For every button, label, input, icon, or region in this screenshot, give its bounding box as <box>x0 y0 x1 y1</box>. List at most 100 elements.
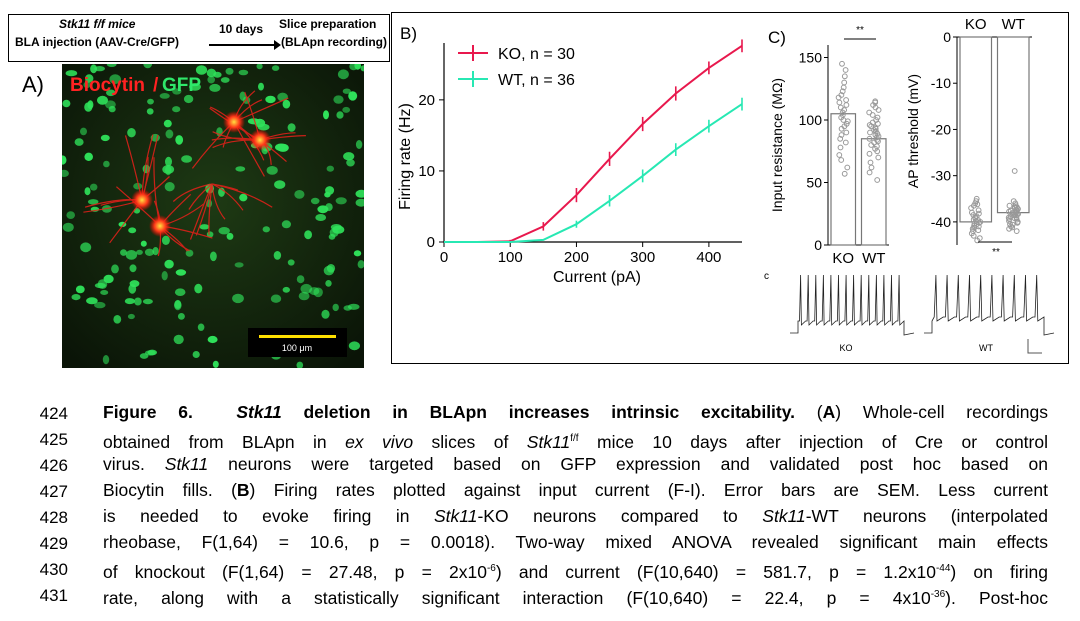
gfp-cell <box>100 290 109 295</box>
gfp-cell <box>323 110 329 120</box>
gfp-cell <box>111 264 119 274</box>
gfp-cell <box>225 67 234 75</box>
scale-bar-label: 100 μm <box>282 343 312 353</box>
gfp-cell <box>239 91 246 101</box>
gfp-cell <box>90 183 98 191</box>
data-point <box>843 97 850 103</box>
y-tick-label: 0 <box>814 237 822 253</box>
gfp-cell <box>348 91 358 101</box>
dendrite <box>172 183 213 202</box>
gfp-cell <box>75 285 85 294</box>
gfp-cell <box>127 128 136 138</box>
gfp-cell <box>270 294 282 303</box>
data-point <box>838 132 845 138</box>
data-point <box>866 150 873 157</box>
dendrite <box>188 183 213 210</box>
data-point <box>970 228 976 235</box>
gfp-cell <box>94 301 106 309</box>
gfp-cell <box>360 65 364 72</box>
y-tick-label: 100 <box>799 112 823 128</box>
data-point <box>838 157 845 163</box>
schematic-arrow <box>209 40 281 50</box>
gfp-cell <box>90 64 98 74</box>
gfp-cell <box>273 251 282 260</box>
y-tick-label: 10 <box>418 163 435 180</box>
gene-name: Stk11 <box>236 402 282 422</box>
figure-title: deletion in BLApn increases intrinsic ex… <box>281 402 796 422</box>
gfp-cell <box>262 226 270 233</box>
gfp-cell <box>161 235 170 245</box>
gfp-cell <box>97 279 108 289</box>
panel-a-label: A) <box>22 72 44 97</box>
panels-b-c-drawing: B) 0 100 200 300 400 0 10 20 Current (pA) Firing … <box>397 16 1055 354</box>
data-point <box>1006 202 1013 209</box>
gfp-cell <box>192 351 200 358</box>
dendrite <box>208 183 213 235</box>
data-point <box>973 195 980 202</box>
x-tick-label: 100 <box>498 249 523 266</box>
gfp-cell <box>87 100 94 110</box>
line-number: 425 <box>39 430 68 449</box>
x-tick-label: 300 <box>630 249 655 266</box>
y-axis-label: AP threshold (mV) <box>905 74 921 188</box>
y-tick-label: -30 <box>931 168 951 184</box>
data-point <box>1013 228 1020 235</box>
gfp-cell <box>310 197 320 205</box>
data-point <box>975 207 982 214</box>
data-point <box>866 135 873 142</box>
line-number: 427 <box>39 482 68 501</box>
data-point <box>975 217 981 223</box>
dendrite <box>195 183 213 236</box>
gfp-cell <box>174 300 182 311</box>
sig-stars: ** <box>856 25 864 36</box>
x-tick-label: 0 <box>440 249 448 266</box>
data-point <box>867 159 874 166</box>
data-point <box>1009 221 1016 228</box>
category-label: WT <box>1002 16 1025 33</box>
gfp-cell <box>323 265 335 276</box>
gfp-cell <box>124 298 135 305</box>
gfp-cell <box>266 166 278 175</box>
gfp-cell <box>257 123 270 131</box>
gfp-cell <box>84 152 93 161</box>
micrograph-title-slash: / <box>153 75 159 96</box>
gfp-cell <box>105 100 116 109</box>
trace-wt-label: WT <box>979 343 993 353</box>
line-number: 430 <box>39 560 68 579</box>
gfp-cell <box>275 143 287 151</box>
gfp-cell <box>62 222 74 232</box>
data-point <box>973 198 980 205</box>
data-point <box>839 112 846 118</box>
data-point <box>842 67 849 73</box>
data-point <box>844 164 851 171</box>
gfp-cell <box>106 89 116 97</box>
gfp-cell <box>349 64 358 71</box>
gfp-cell <box>324 191 331 198</box>
y-axis-label: Firing rate (Hz) <box>397 103 414 210</box>
data-point <box>837 104 844 111</box>
gfp-cell <box>100 134 110 142</box>
gfp-cell <box>239 193 248 202</box>
gfp-cell <box>134 297 142 306</box>
gfp-cell <box>152 247 159 256</box>
gfp-cell <box>343 152 355 161</box>
gfp-cell <box>194 283 203 294</box>
gfp-cell <box>210 251 217 262</box>
gfp-cell <box>66 211 75 220</box>
dendrite <box>189 183 213 240</box>
schematic-mice-label: Stk11 f/f mice <box>59 17 136 31</box>
figure-number: Figure 6. <box>103 402 193 422</box>
gfp-cell <box>71 294 81 301</box>
line-number: 431 <box>39 586 68 605</box>
series-line <box>444 103 743 243</box>
gfp-cell <box>357 260 364 269</box>
gfp-cell <box>348 341 360 351</box>
caption-line-6: rheobase, F(1,64) = 10.6, p = 0.0018). T… <box>103 532 1048 552</box>
data-point <box>1009 210 1016 217</box>
data-point <box>875 154 882 161</box>
gfp-cell <box>164 259 174 269</box>
gfp-cell <box>136 249 143 255</box>
gfp-cell <box>287 259 295 266</box>
gfp-cell <box>65 70 78 77</box>
scale-bar <box>259 335 336 338</box>
